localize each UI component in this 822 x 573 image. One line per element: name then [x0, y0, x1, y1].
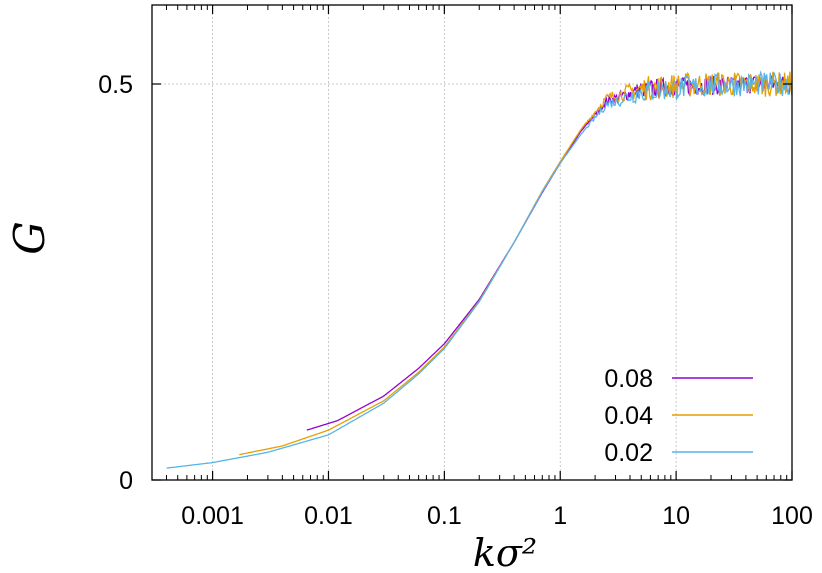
x-tick-label: 0.1	[427, 502, 462, 530]
x-tick-label: 100	[771, 502, 813, 530]
y-tick-label: 0	[119, 467, 133, 495]
x-tick-label: 0.001	[181, 502, 244, 530]
series-line-0.04	[239, 71, 793, 456]
legend-label: 0.08	[604, 365, 653, 393]
x-tick-label: 0.01	[304, 502, 353, 530]
legend-label: 0.02	[604, 439, 653, 467]
series-line-0.02	[166, 70, 793, 469]
series-line-0.08	[306, 75, 793, 431]
axis-ticks: 0.001 0.01 0.1 1 10 100 0 0.5	[98, 5, 813, 530]
series-layer	[166, 70, 793, 469]
legend: 0.08 0.04 0.02	[604, 365, 753, 467]
legend-label: 0.04	[604, 402, 653, 430]
y-axis-label: G	[5, 221, 54, 255]
plot-frame	[151, 4, 793, 481]
x-tick-label: 10	[662, 502, 690, 530]
x-tick-label: 1	[553, 502, 567, 530]
y-tick-label: 0.5	[98, 71, 133, 99]
grid-lines	[152, 5, 792, 480]
x-axis-label: kσ²	[473, 531, 537, 573]
